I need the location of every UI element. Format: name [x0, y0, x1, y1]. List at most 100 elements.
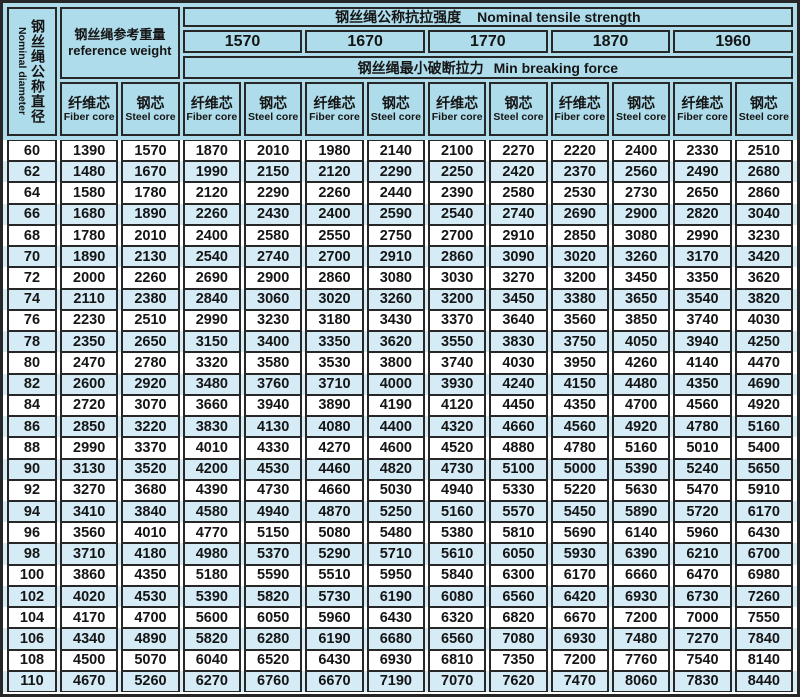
breaking-force-cell: 3400: [243, 331, 303, 353]
diameter-cell: 64: [7, 182, 57, 204]
breaking-force-cell: 4600: [366, 437, 425, 459]
breaking-force-cell: 5960: [673, 522, 732, 544]
breaking-force-cell: 2820: [673, 203, 732, 225]
breaking-force-cell: 4000: [366, 373, 425, 395]
breaking-force-cell: 1870: [182, 140, 241, 162]
breaking-force-cell: 2000: [60, 267, 119, 289]
breaking-force-cell: 6670: [305, 670, 364, 693]
breaking-force-cell: 6670: [550, 607, 609, 629]
breaking-force-cell: 7480: [611, 628, 671, 650]
diameter-cell: 76: [7, 309, 57, 332]
breaking-force-cell: 2290: [366, 161, 425, 183]
breaking-force-cell: 2390: [427, 182, 487, 204]
diameter-cell: 106: [7, 628, 57, 650]
breaking-force-cell: 6520: [243, 649, 303, 671]
breaking-force-cell: 4920: [734, 394, 793, 417]
breaking-force-cell: 3890: [305, 394, 364, 417]
breaking-force-cell: 4730: [243, 479, 303, 501]
breaking-force-cell: 2120: [305, 161, 364, 183]
breaking-force-cell: 1990: [182, 161, 241, 183]
breaking-force-cell: 2230: [60, 309, 119, 332]
breaking-force-cell: 2440: [366, 182, 425, 204]
breaking-force-cell: 2600: [60, 373, 119, 395]
breaking-force-cell: 4940: [243, 500, 303, 523]
breaking-force-cell: 4140: [673, 352, 732, 374]
breaking-force-cell: 3760: [243, 373, 303, 395]
breaking-force-cell: 4390: [182, 479, 241, 501]
breaking-force-cell: 1890: [60, 246, 119, 268]
breaking-force-cell: 1780: [121, 182, 180, 204]
table-row: 110 4670 5260 6270 6760 6670 7190 7070 7620 7470 8…: [3, 670, 797, 693]
tensile-strength-header: 钢丝绳公称抗拉强度 Nominal tensile strength: [182, 7, 793, 27]
table-row: 88 2990 3370 4010 4330 4270 4600 4520 4880 4780 51…: [3, 437, 797, 459]
breaking-force-cell: 2650: [121, 331, 180, 353]
breaking-force-cell: 2330: [673, 140, 732, 162]
breaking-force-cell: 4770: [182, 522, 241, 544]
breaking-force-cell: 1580: [60, 182, 119, 204]
breaking-force-cell: 4350: [550, 394, 609, 417]
breaking-force-cell: 5570: [489, 500, 548, 523]
breaking-force-zh: 钢丝绳最小破断拉力: [357, 59, 484, 76]
breaking-force-cell: 6430: [305, 649, 364, 671]
breaking-force-cell: 2120: [182, 182, 241, 204]
breaking-force-cell: 4780: [673, 416, 732, 438]
breaking-force-cell: 5330: [489, 479, 548, 501]
breaking-force-cell: 7840: [734, 628, 793, 650]
breaking-force-cell: 2900: [243, 267, 303, 289]
breaking-force-cell: 2590: [366, 203, 425, 225]
breaking-force-cell: 6080: [427, 585, 487, 608]
breaking-force-cell: 2370: [550, 161, 609, 183]
breaking-force-cell: 4030: [734, 309, 793, 332]
breaking-force-cell: 3410: [60, 500, 119, 523]
col-header-steel-core: 钢芯 Steel core: [366, 82, 425, 136]
breaking-force-cell: 4690: [734, 373, 793, 395]
breaking-force-cell: 4270: [305, 437, 364, 459]
table-body: 60 1390 1570 1870 2010 1980 2140 2100 2270 2220 24…: [3, 140, 797, 694]
col-header-fiber-core: 纤维芯 Fiber core: [60, 82, 119, 136]
diameter-cell: 82: [7, 373, 57, 395]
diameter-cell: 100: [7, 564, 57, 586]
breaking-force-cell: 4450: [489, 394, 548, 417]
breaking-force-cell: 5820: [182, 628, 241, 650]
breaking-force-cell: 6280: [243, 628, 303, 650]
breaking-force-cell: 3030: [427, 267, 487, 289]
col-header-fiber-core: 纤维芯 Fiber core: [182, 82, 241, 136]
breaking-force-cell: 6680: [366, 628, 425, 650]
breaking-force-cell: 3540: [673, 288, 732, 310]
breaking-force-cell: 7830: [673, 670, 732, 693]
breaking-force-cell: 3640: [489, 309, 548, 332]
breaking-force-cell: 6930: [611, 585, 671, 608]
breaking-force-cell: 6430: [366, 607, 425, 629]
breaking-force-cell: 4020: [60, 585, 119, 608]
breaking-force-cell: 3710: [305, 373, 364, 395]
breaking-force-cell: 6430: [734, 522, 793, 544]
breaking-force-cell: 7200: [611, 607, 671, 629]
breaking-force-cell: 3650: [611, 288, 671, 310]
table-row: 92 3270 3680 4390 4730 4660 5030 4940 5330 5220 56…: [3, 479, 797, 501]
breaking-force-cell: 2010: [243, 140, 303, 162]
breaking-force-cell: 5370: [243, 543, 303, 565]
breaking-force-cell: 5730: [305, 585, 364, 608]
breaking-force-cell: 5400: [734, 437, 793, 459]
breaking-force-cell: 5100: [489, 458, 548, 480]
breaking-force-cell: 2750: [366, 224, 425, 247]
breaking-force-cell: 8140: [734, 649, 793, 671]
breaking-force-cell: 2580: [243, 224, 303, 247]
breaking-force-cell: 2530: [550, 182, 609, 204]
breaking-force-cell: 5260: [121, 670, 180, 693]
breaking-force-cell: 2150: [243, 161, 303, 183]
diameter-cell: 90: [7, 458, 57, 480]
breaking-force-cell: 4180: [121, 543, 180, 565]
breaking-force-cell: 6560: [489, 585, 548, 608]
diameter-cell: 70: [7, 246, 57, 268]
diameter-cell: 92: [7, 479, 57, 501]
breaking-force-cell: 7070: [427, 670, 487, 693]
table-row: 100 3860 4350 5180 5590 5510 5950 5840 6300 6170 6…: [3, 564, 797, 586]
breaking-force-cell: 2510: [121, 309, 180, 332]
breaking-force-cell: 5450: [550, 500, 609, 523]
breaking-force-cell: 3070: [121, 394, 180, 417]
breaking-force-cell: 3930: [427, 373, 487, 395]
breaking-force-cell: 4260: [611, 352, 671, 374]
breaking-force-cell: 2910: [489, 224, 548, 247]
